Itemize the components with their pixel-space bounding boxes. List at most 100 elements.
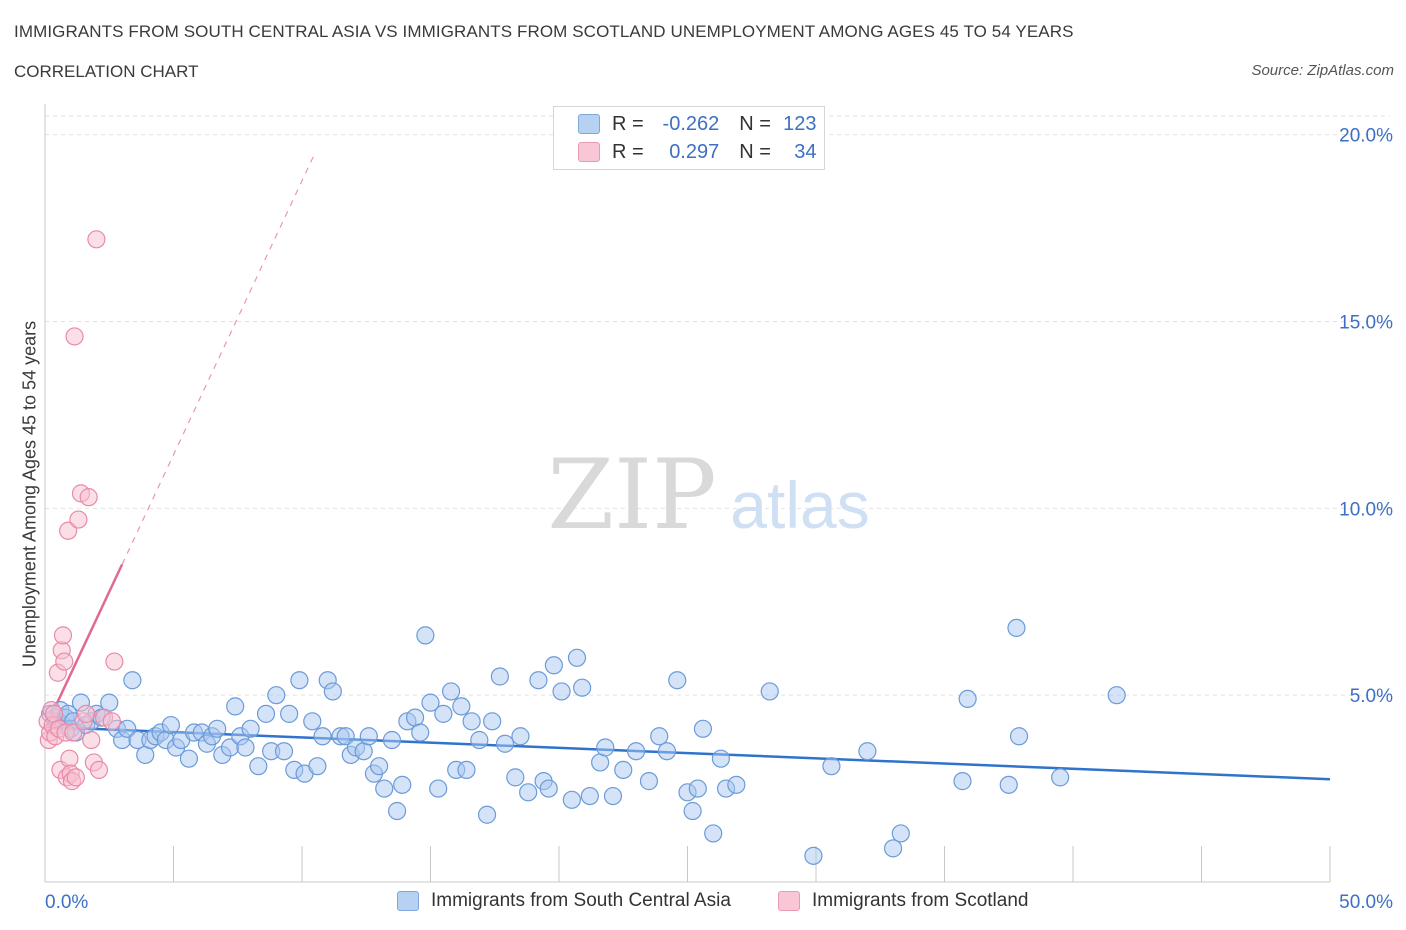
blue-data-point bbox=[999, 775, 1018, 794]
watermark-atlas: atlas bbox=[730, 468, 869, 542]
blue-data-point bbox=[580, 786, 599, 806]
blue-data-point bbox=[118, 719, 137, 738]
blue-data-point bbox=[693, 719, 713, 738]
blue-data-point bbox=[179, 749, 199, 768]
blue-data-point bbox=[161, 715, 181, 735]
pink-data-point bbox=[79, 488, 98, 507]
pink-data-point bbox=[87, 230, 106, 249]
blue-data-point bbox=[858, 742, 877, 761]
blue-data-point bbox=[434, 704, 453, 723]
blue-data-point bbox=[226, 697, 245, 716]
pink-trend-extension bbox=[121, 153, 316, 565]
blue-data-point bbox=[603, 786, 623, 806]
legend-n-value: 123 bbox=[783, 112, 817, 135]
blue-data-point bbox=[1051, 768, 1070, 787]
series-label-blue: Immigrants from South Central Asia bbox=[431, 890, 731, 911]
series-swatch-pink bbox=[778, 891, 800, 911]
blue-data-point bbox=[958, 689, 977, 709]
pink-data-point bbox=[77, 704, 96, 723]
pink-data-point bbox=[102, 712, 121, 731]
blue-data-point bbox=[313, 727, 332, 746]
blue-data-point bbox=[567, 648, 587, 667]
pink-data-point bbox=[59, 521, 78, 540]
y-tick-label: 20.0% bbox=[1339, 126, 1393, 147]
blue-data-point bbox=[727, 775, 746, 794]
blue-data-point bbox=[370, 757, 389, 776]
blue-data-point bbox=[490, 667, 509, 686]
legend-r-label: R = bbox=[612, 140, 644, 163]
blue-data-point bbox=[441, 682, 461, 701]
legend-n-value: 34 bbox=[794, 140, 817, 163]
legend-r-value: -0.262 bbox=[662, 112, 720, 135]
pink-data-point bbox=[82, 730, 101, 750]
blue-data-point bbox=[421, 693, 440, 712]
blue-data-point bbox=[626, 742, 646, 761]
blue-data-point bbox=[236, 738, 255, 757]
blue-data-point bbox=[280, 704, 299, 723]
y-tick-label: 15.0% bbox=[1339, 313, 1393, 334]
blue-data-point bbox=[822, 757, 841, 776]
legend-n-label: N = bbox=[739, 112, 771, 135]
blue-data-point bbox=[323, 682, 342, 701]
blue-data-point bbox=[416, 626, 435, 645]
series-swatch-blue bbox=[397, 891, 419, 911]
x-tick-label: 0.0% bbox=[45, 892, 88, 913]
axes bbox=[44, 104, 1331, 883]
blue-data-point bbox=[539, 779, 558, 798]
legend-n-label: N = bbox=[739, 140, 771, 163]
gridlines bbox=[45, 115, 1390, 696]
blue-data-point bbox=[683, 801, 702, 821]
blue-trend-line bbox=[44, 725, 1331, 781]
source-label: Source: ZipAtlas.com bbox=[1251, 62, 1394, 79]
legend-row-pink: R = 0.297 N = 34 bbox=[578, 140, 817, 164]
blue-data-point bbox=[336, 727, 355, 746]
blue-data-point bbox=[883, 839, 903, 858]
watermark: ZIP atlas bbox=[547, 439, 869, 551]
y-tick-label: 10.0% bbox=[1339, 499, 1393, 520]
series-label-pink: Immigrants from Scotland bbox=[812, 890, 1029, 911]
series-legend-blue: Immigrants from South Central Asia bbox=[397, 890, 731, 912]
legend-r-value: 0.297 bbox=[669, 140, 720, 163]
blue-data-point bbox=[804, 846, 823, 865]
blue-data-point bbox=[483, 712, 502, 731]
blue-data-point bbox=[519, 783, 538, 802]
blue-data-point bbox=[274, 742, 294, 761]
blue-data-point bbox=[249, 757, 268, 776]
chart-title: IMMIGRANTS FROM SOUTH CENTRAL ASIA VS IM… bbox=[14, 22, 1074, 41]
blue-data-point bbox=[123, 671, 142, 690]
pink-data-point bbox=[69, 510, 88, 529]
blue-data-point bbox=[1009, 727, 1029, 746]
blue-data-point bbox=[891, 824, 910, 843]
blue-data-point bbox=[511, 727, 530, 746]
data-points bbox=[38, 230, 1126, 865]
blue-data-point bbox=[573, 678, 592, 697]
blue-data-point bbox=[267, 686, 286, 705]
blue-data-point bbox=[308, 757, 327, 776]
blue-data-point bbox=[562, 790, 581, 809]
tick-labels: 5.0% 10.0% 15.0% 20.0% 0.0% 50.0% bbox=[45, 126, 1393, 913]
blue-data-point bbox=[614, 760, 633, 780]
x-tick-label: 50.0% bbox=[1339, 892, 1393, 913]
chart-subtitle: CORRELATION CHART bbox=[14, 62, 199, 81]
legend-row-blue: R = -0.262 N = 123 bbox=[578, 112, 817, 136]
pink-data-point bbox=[105, 652, 124, 671]
blue-data-point bbox=[529, 671, 548, 690]
blue-data-point bbox=[506, 768, 525, 787]
blue-data-point bbox=[1107, 686, 1126, 705]
blue-data-point bbox=[477, 805, 497, 824]
pink-data-point bbox=[66, 768, 85, 787]
blue-data-point bbox=[375, 779, 394, 798]
blue-data-point bbox=[303, 712, 322, 731]
blue-data-point bbox=[552, 682, 571, 701]
blue-data-point bbox=[382, 730, 402, 750]
blue-data-point bbox=[208, 719, 227, 738]
blue-data-point bbox=[953, 772, 972, 791]
blue-data-point bbox=[711, 749, 731, 768]
series-legend: Immigrants from South Central Asia Immig… bbox=[0, 890, 1406, 914]
blue-data-point bbox=[544, 656, 563, 675]
blue-data-point bbox=[650, 727, 669, 746]
blue-data-point bbox=[704, 824, 723, 843]
pink-data-point bbox=[89, 760, 109, 780]
blue-data-point bbox=[760, 682, 779, 701]
